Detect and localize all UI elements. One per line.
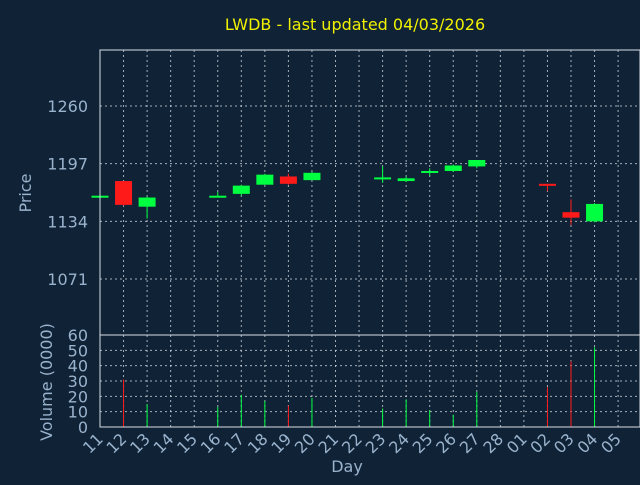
x-tick-label: 05 (597, 429, 625, 457)
volume-panel (123, 347, 596, 427)
candle-body (538, 183, 556, 186)
chart-title: LWDB - last updated 04/03/2026 (225, 15, 485, 34)
price-panel (91, 160, 604, 225)
candle-body (256, 174, 274, 185)
volume-tick-label: 0 (78, 418, 88, 437)
volume-tick-label: 40 (68, 357, 88, 376)
price-axis-label: Price (16, 173, 35, 212)
grid-layer (100, 50, 640, 427)
volume-frame (99, 334, 640, 428)
candle-body (586, 203, 604, 222)
candle-body (562, 212, 580, 218)
volume-tick-label: 30 (68, 372, 88, 391)
price-frame (99, 49, 640, 336)
price-tick-label: 1260 (47, 97, 88, 116)
volume-tick-label: 50 (68, 341, 88, 360)
candle-body (468, 160, 486, 167)
price-tick-label: 1197 (47, 155, 88, 174)
candle-body (138, 197, 156, 207)
candle-body (397, 178, 415, 182)
price-tick-label: 1134 (47, 212, 88, 231)
volume-tick-label: 10 (68, 403, 88, 422)
volume-tick-label: 60 (68, 326, 88, 345)
candle-body (421, 170, 439, 173)
candle-body (115, 181, 133, 205)
volume-axis-label: Volume (0000) (37, 323, 56, 441)
price-tick-label: 1071 (47, 270, 88, 289)
volume-tick-label: 20 (68, 387, 88, 406)
candle-body (232, 185, 250, 194)
x-axis-label: Day (331, 457, 363, 476)
candle-body (209, 195, 227, 198)
axis-layer: 1112131415161718192021222324252627280102… (47, 97, 625, 457)
candle-body (279, 176, 297, 184)
candle-body (303, 172, 321, 181)
candle-body (374, 177, 392, 180)
candle-body (444, 165, 462, 171)
